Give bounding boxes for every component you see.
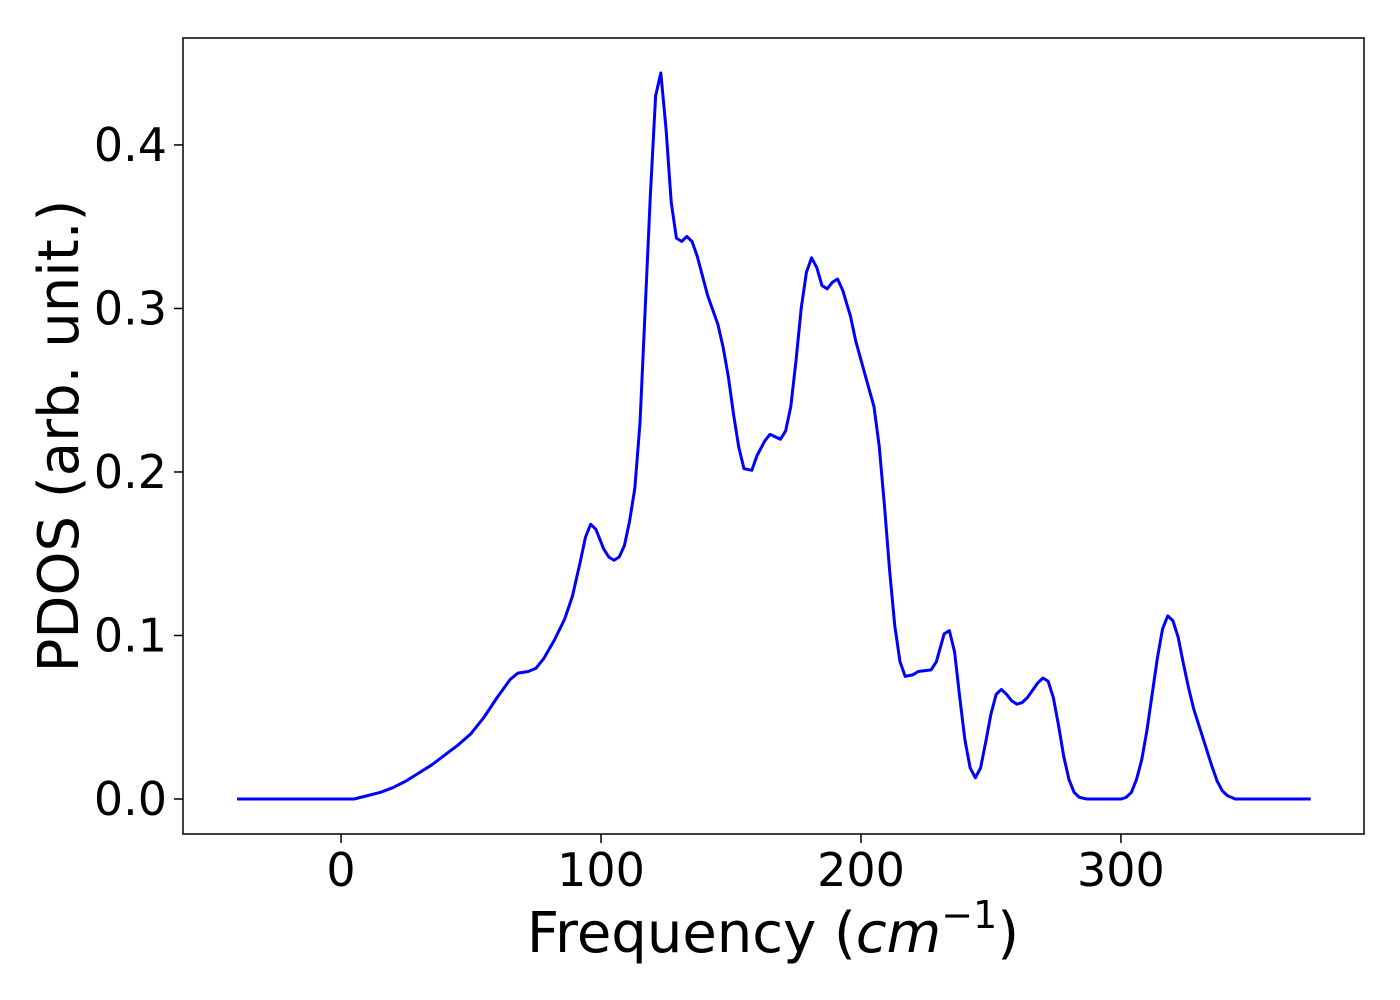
y-tick-label: 0.2 bbox=[94, 445, 167, 499]
y-tick-label: 0.1 bbox=[94, 608, 167, 662]
y-tick-label: 0.4 bbox=[94, 118, 167, 172]
x-tick-label: 300 bbox=[1077, 843, 1165, 897]
y-axis-label: PDOS (arb. unit.) bbox=[27, 200, 92, 673]
data-line bbox=[237, 71, 1311, 801]
x-tick-label: 200 bbox=[817, 843, 905, 897]
x-label-close: ) bbox=[997, 901, 1019, 966]
x-tick-label: 100 bbox=[557, 843, 645, 897]
y-tick-label: 0.0 bbox=[94, 772, 167, 826]
x-label-exponent: −1 bbox=[941, 893, 997, 937]
x-label-unit: cm bbox=[856, 901, 941, 966]
plot-frame bbox=[182, 37, 1365, 835]
y-tick-label: 0.3 bbox=[94, 281, 167, 335]
x-label-text: Frequency ( bbox=[527, 901, 856, 966]
x-axis-label: Frequency (cm−1) bbox=[527, 893, 1019, 966]
x-tick-label: 0 bbox=[326, 843, 355, 897]
